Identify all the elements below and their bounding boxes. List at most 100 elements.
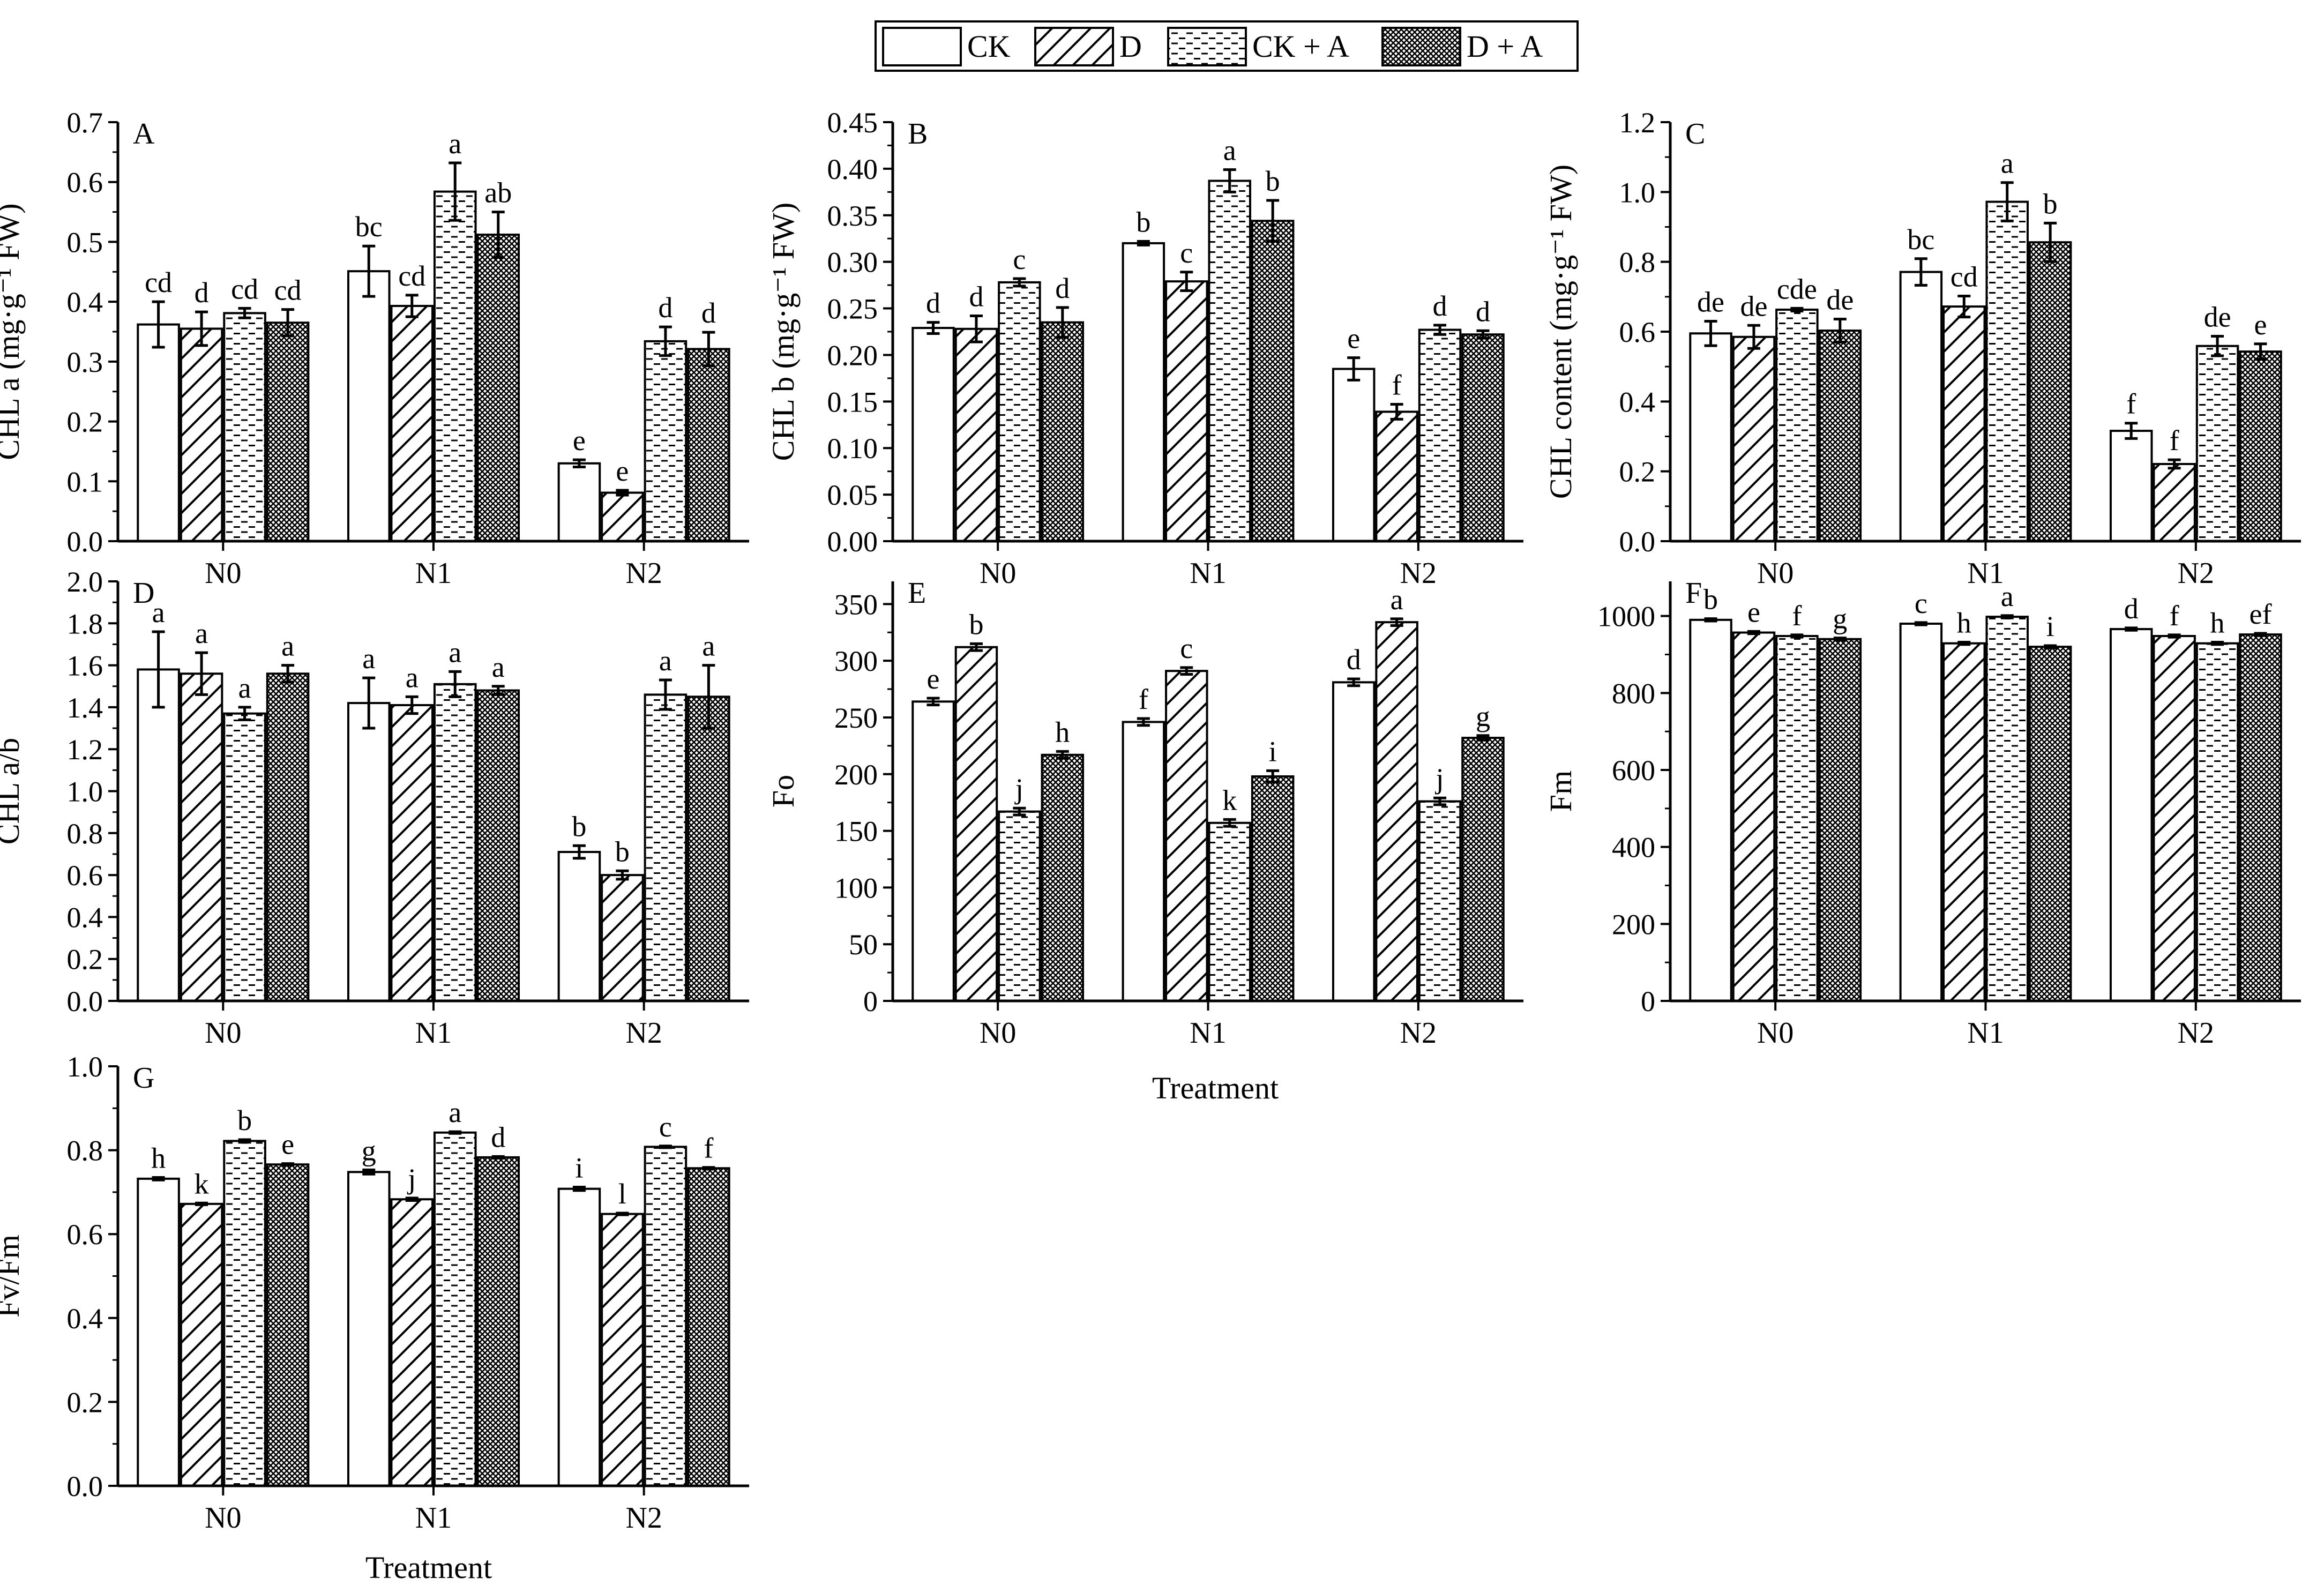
error-bar-d-ck-a-n1 xyxy=(449,670,462,698)
error-bar-a-d-n0 xyxy=(195,310,208,347)
error-bar-b-d-a-n2 xyxy=(1476,329,1490,340)
error-bar-b-ck-a-n2 xyxy=(1433,324,1447,336)
significance-label-c-ck-a-n1: a xyxy=(2001,147,2014,180)
bar-g-d-n1 xyxy=(390,1198,434,1487)
y-tick-label-g-2: 0.4 xyxy=(67,1303,103,1335)
panel-label-a: A xyxy=(133,117,155,151)
y-axis-title-d: CHL a/b xyxy=(0,738,26,844)
bar-b-d-n0 xyxy=(954,327,998,543)
significance-label-c-d-a-n0: de xyxy=(1826,284,1854,316)
significance-label-d-ck-n1: a xyxy=(362,642,375,675)
significance-label-f-d-a-n1: i xyxy=(2046,610,2054,642)
panel-label-b: B xyxy=(908,117,928,151)
y-tick-label-b-7: 0.35 xyxy=(827,200,878,232)
significance-label-c-ck-n1: bc xyxy=(1907,223,1934,256)
error-bar-c-d-n1 xyxy=(1957,295,1971,319)
significance-label-f-ck-a-n1: a xyxy=(2001,580,2014,612)
significance-label-e-d-n2: a xyxy=(1391,584,1403,616)
y-axis-title-c: CHL content (mg·g⁻¹ FW) xyxy=(1543,164,1578,499)
y-tick-label-d-9: 1.8 xyxy=(67,608,103,640)
bar-f-ck-a-n1 xyxy=(1985,616,2029,1002)
y-tick-label-d-2: 0.4 xyxy=(67,901,103,933)
error-bar-d-ck-n1 xyxy=(362,676,376,730)
error-bar-d-d-a-n0 xyxy=(281,664,295,684)
bar-b-d-n1 xyxy=(1165,280,1208,542)
error-bar-c-ck-a-n2 xyxy=(2211,334,2224,357)
y-tick-label-b-5: 0.25 xyxy=(827,293,878,325)
significance-label-f-d-a-n2: ef xyxy=(2249,598,2271,630)
significance-label-e-d-n0: b xyxy=(969,608,983,640)
error-bar-f-d-a-n0 xyxy=(1833,637,1847,642)
y-tick-label-f-4: 800 xyxy=(1612,677,1655,709)
significance-label-g-d-a-n1: d xyxy=(491,1121,505,1153)
bar-f-ck-n2 xyxy=(2109,628,2153,1002)
significance-label-d-ck-a-n0: a xyxy=(238,672,251,704)
x-tick-label-a-n1: N1 xyxy=(415,557,452,590)
y-tick-label-g-1: 0.2 xyxy=(67,1386,103,1418)
y-tick-label-d-8: 1.6 xyxy=(67,650,103,682)
significance-label-a-ck-a-n0: cd xyxy=(231,273,258,305)
bar-d-ck-n2 xyxy=(557,851,601,1003)
x-tick-label-e-n0: N0 xyxy=(980,1016,1016,1050)
bar-c-ck-a-n1 xyxy=(1985,200,2029,542)
y-tick-label-c-0: 0.0 xyxy=(1619,526,1656,558)
y-tick-label-c-5: 1.0 xyxy=(1619,176,1656,208)
x-tick-label-c-n0: N0 xyxy=(1757,557,1794,590)
y-tick-label-d-3: 0.6 xyxy=(67,859,103,892)
significance-label-c-d-n2: f xyxy=(2170,424,2179,457)
significance-label-g-ck-a-n1: a xyxy=(449,1096,461,1128)
bar-d-d-n1 xyxy=(390,704,434,1002)
error-bar-g-d-n2 xyxy=(616,1211,629,1216)
bar-a-d-n1 xyxy=(390,304,434,542)
bar-b-ck-a-n2 xyxy=(1418,328,1462,542)
error-bar-e-ck-a-n1 xyxy=(1223,818,1236,828)
y-tick-label-f-0: 0 xyxy=(1641,985,1655,1018)
legend-swatch-d xyxy=(1034,27,1114,66)
error-bar-g-ck-n1 xyxy=(362,1168,376,1176)
error-bar-g-d-a-n2 xyxy=(702,1166,715,1171)
significance-label-a-ck-a-n1: a xyxy=(449,128,461,160)
significance-label-c-ck-a-n0: cde xyxy=(1777,273,1817,305)
significance-label-d-d-n2: b xyxy=(615,835,630,867)
y-tick-label-g-0: 0.0 xyxy=(67,1470,103,1502)
bar-f-ck-n1 xyxy=(1899,623,1943,1002)
error-bar-b-d-a-n0 xyxy=(1056,306,1069,339)
x-tick-label-g-n0: N0 xyxy=(205,1501,241,1535)
error-bar-e-d-n2 xyxy=(1390,617,1403,627)
x-tick-label-d-n1: N1 xyxy=(415,1016,452,1050)
y-tick-label-a-5: 0.5 xyxy=(67,226,103,258)
significance-label-d-ck-n0: a xyxy=(152,596,165,629)
error-bar-g-d-a-n1 xyxy=(491,1155,505,1160)
bar-b-d-a-n1 xyxy=(1251,220,1295,542)
y-tick-label-b-3: 0.15 xyxy=(827,386,878,418)
bar-c-ck-a-n0 xyxy=(1775,308,1819,542)
bar-g-d-a-n2 xyxy=(687,1167,730,1487)
y-tick-label-e-4: 200 xyxy=(834,759,878,791)
x-tick-label-g-n1: N1 xyxy=(415,1501,452,1535)
error-bar-a-ck-n1 xyxy=(362,244,376,298)
significance-label-a-d-n1: cd xyxy=(398,260,425,292)
error-bar-f-ck-a-n0 xyxy=(1790,633,1804,639)
significance-label-a-d-a-n0: cd xyxy=(274,274,302,306)
x-tick-label-b-n2: N2 xyxy=(1400,557,1437,590)
legend-swatch-ck xyxy=(882,27,962,66)
error-bar-g-ck-n0 xyxy=(152,1176,165,1181)
significance-label-f-ck-n1: c xyxy=(1915,587,1927,619)
bar-d-ck-n1 xyxy=(347,702,391,1002)
y-tick-label-b-8: 0.40 xyxy=(827,153,878,185)
error-bar-e-d-a-n1 xyxy=(1266,769,1280,784)
y-tick-label-b-9: 0.45 xyxy=(827,107,878,139)
significance-label-e-ck-n2: d xyxy=(1347,644,1361,676)
y-tick-label-f-2: 400 xyxy=(1612,832,1655,864)
significance-label-c-ck-n2: f xyxy=(2126,388,2136,420)
y-tick-label-e-0: 0 xyxy=(863,985,878,1018)
bar-c-ck-n1 xyxy=(1899,271,1943,542)
y-tick-label-d-6: 1.2 xyxy=(67,734,103,766)
y-tick-label-f-3: 600 xyxy=(1612,754,1655,787)
bar-c-d-a-n1 xyxy=(2028,241,2072,542)
bar-d-d-n0 xyxy=(180,672,223,1002)
error-bar-c-d-a-n1 xyxy=(2044,221,2057,263)
error-bar-c-d-a-n2 xyxy=(2254,342,2267,361)
error-bar-d-ck-n0 xyxy=(152,630,165,709)
